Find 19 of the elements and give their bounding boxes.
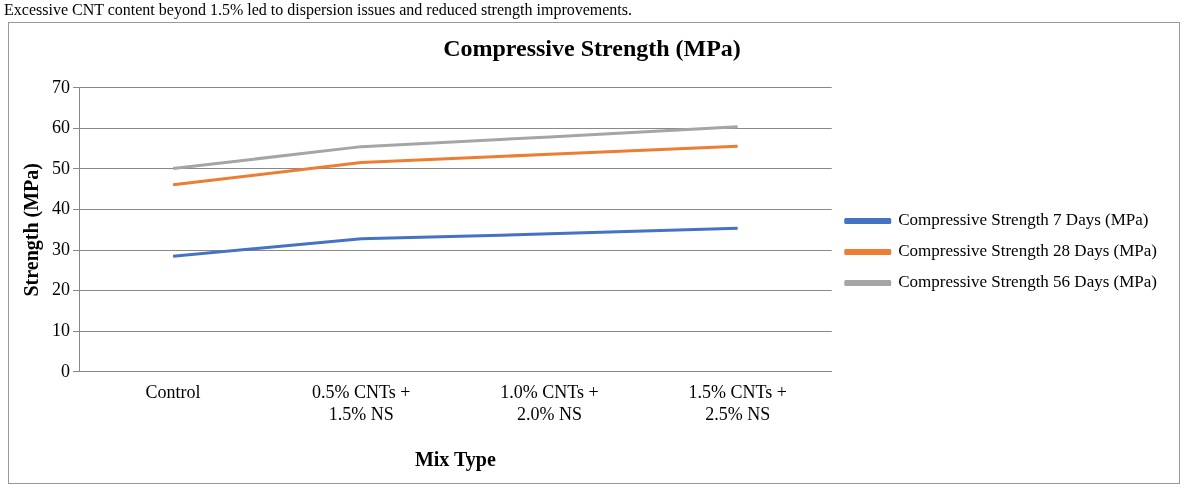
x-axis-title: Mix Type bbox=[414, 448, 496, 472]
text: Excessive CNT content beyond 1.5% led to dispersion issues and reduced strength improvements. bbox=[3, 0, 634, 20]
x-tick-label: 0.5% CNTs + 1.5% NS bbox=[312, 382, 411, 424]
x-tick-label: Control bbox=[145, 382, 201, 403]
y-tick-label: 30 bbox=[52, 238, 70, 259]
x-tick-label: 1.5% CNTs + 2.5% NS bbox=[688, 382, 787, 424]
y-tick-label: 50 bbox=[52, 157, 70, 178]
y-tick-label: 0 bbox=[61, 360, 70, 381]
legend-label: Compressive Strength 7 Days (MPa) bbox=[898, 210, 1149, 230]
y-tick-label: 70 bbox=[52, 76, 70, 97]
y-tick-label: 20 bbox=[52, 279, 70, 300]
y-tick-label: 60 bbox=[52, 117, 70, 138]
legend-label: Compressive Strength 56 Days (MPa) bbox=[898, 272, 1158, 292]
chart-title: Compressive Strength (MPa) bbox=[443, 34, 741, 61]
y-axis-title: Strength (MPa) bbox=[20, 163, 44, 297]
legend-label: Compressive Strength 28 Days (MPa) bbox=[898, 241, 1158, 261]
x-tick-label: 1.0% CNTs + 2.0% NS bbox=[500, 382, 599, 424]
y-tick-label: 10 bbox=[52, 319, 70, 340]
y-tick-label: 40 bbox=[52, 198, 70, 219]
